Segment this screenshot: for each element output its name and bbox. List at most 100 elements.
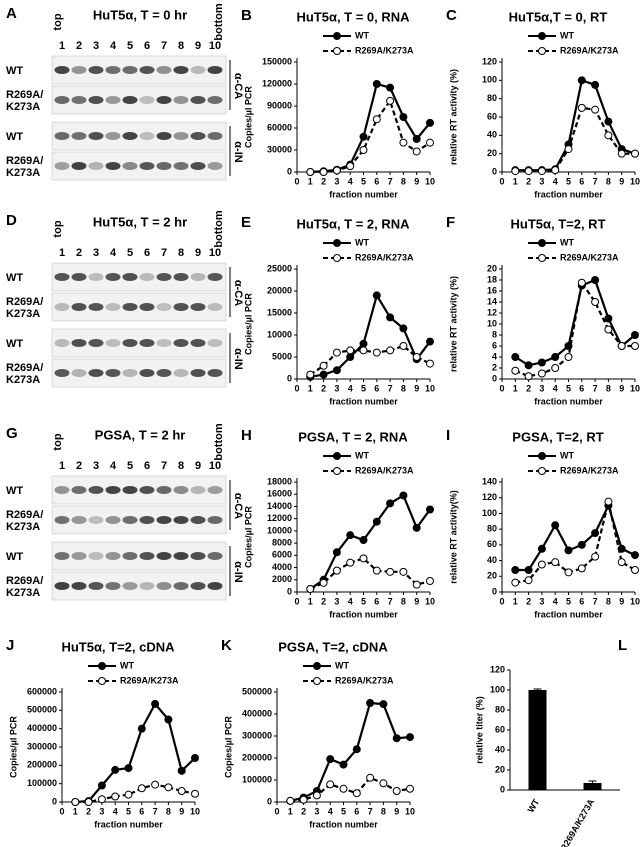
data-point bbox=[406, 733, 414, 742]
data-point bbox=[386, 346, 395, 355]
band bbox=[71, 486, 87, 494]
blot-title: HuT5α, T = 0 hr bbox=[93, 7, 187, 22]
x-tick-label: 3 bbox=[539, 596, 544, 606]
series-line bbox=[290, 701, 411, 802]
band bbox=[88, 552, 104, 560]
band bbox=[173, 273, 189, 281]
lane-number: 3 bbox=[93, 247, 99, 259]
data-point bbox=[286, 796, 295, 805]
chart-title: PGSA, T=2, RT bbox=[512, 429, 603, 444]
y-tick-label: 80 bbox=[495, 704, 505, 714]
panel-letter: F bbox=[446, 214, 455, 231]
band bbox=[156, 273, 172, 281]
data-point bbox=[372, 566, 381, 575]
band bbox=[156, 162, 172, 170]
band bbox=[207, 303, 223, 311]
data-point bbox=[111, 765, 120, 774]
data-point bbox=[426, 505, 434, 514]
legend-marker bbox=[538, 254, 546, 262]
band bbox=[207, 369, 223, 377]
data-point bbox=[617, 149, 626, 158]
band bbox=[122, 552, 138, 560]
data-point bbox=[372, 80, 381, 88]
x-tick-label: 0 bbox=[294, 383, 299, 393]
data-point bbox=[591, 552, 600, 561]
band bbox=[139, 132, 155, 140]
data-point bbox=[111, 792, 120, 801]
band bbox=[190, 162, 206, 170]
antibody-label: α-CA bbox=[232, 493, 244, 519]
band bbox=[105, 552, 121, 560]
row-label: R269A/ bbox=[6, 155, 43, 167]
data-point bbox=[346, 531, 355, 540]
data-point bbox=[511, 353, 520, 361]
band bbox=[156, 552, 172, 560]
data-point bbox=[631, 149, 639, 158]
band bbox=[207, 552, 223, 560]
y-tick-label: 4 bbox=[492, 351, 497, 361]
series-line bbox=[309, 344, 431, 376]
y-tick-label: 20 bbox=[495, 764, 505, 774]
band bbox=[105, 132, 121, 140]
data-point bbox=[406, 784, 414, 793]
data-point bbox=[631, 331, 639, 339]
data-point bbox=[299, 795, 308, 804]
x-tick-label: 5 bbox=[361, 383, 366, 393]
row-label: R269A/ bbox=[6, 575, 43, 587]
x-tick-label: 7 bbox=[388, 596, 393, 606]
band bbox=[54, 582, 70, 590]
data-point bbox=[97, 795, 106, 804]
data-point bbox=[386, 83, 395, 92]
band bbox=[54, 516, 70, 524]
band bbox=[54, 339, 70, 347]
data-point bbox=[399, 491, 408, 500]
y-tick-label: 120 bbox=[482, 56, 497, 66]
data-point bbox=[151, 780, 160, 789]
band bbox=[207, 162, 223, 170]
data-point bbox=[412, 147, 421, 156]
y-axis-label: relative RT activity (%) bbox=[448, 276, 458, 372]
y-tick-label: 12000 bbox=[267, 513, 292, 523]
data-point bbox=[537, 544, 546, 553]
data-point bbox=[312, 791, 321, 800]
band bbox=[173, 162, 189, 170]
data-point bbox=[346, 346, 355, 355]
x-tick-label: 1 bbox=[308, 176, 313, 186]
lane-number: 9 bbox=[195, 247, 201, 259]
y-tick-label: 500000 bbox=[242, 686, 272, 696]
data-point bbox=[511, 578, 520, 587]
y-tick-label: 90000 bbox=[267, 100, 292, 110]
data-point bbox=[631, 566, 639, 574]
y-tick-label: 0 bbox=[287, 586, 292, 596]
y-tick-label: 100 bbox=[482, 75, 497, 85]
band bbox=[173, 486, 189, 494]
x-tick-label: 10 bbox=[405, 806, 415, 816]
lane-number: 10 bbox=[209, 247, 221, 259]
band bbox=[139, 516, 155, 524]
data-point bbox=[386, 499, 395, 508]
data-point bbox=[372, 291, 381, 300]
top-label: top bbox=[52, 13, 64, 30]
x-tick-label: 1 bbox=[513, 596, 518, 606]
data-point bbox=[399, 113, 408, 121]
row-label: WT bbox=[6, 551, 23, 563]
x-tick-label: 0 bbox=[59, 806, 64, 816]
band bbox=[54, 162, 70, 170]
y-tick-label: 10000 bbox=[267, 525, 292, 535]
x-tick-label: 2 bbox=[526, 383, 531, 393]
band bbox=[156, 303, 172, 311]
y-tick-label: 20 bbox=[487, 148, 497, 158]
data-point bbox=[537, 560, 546, 569]
x-tick-label: 2 bbox=[526, 176, 531, 186]
band bbox=[122, 486, 138, 494]
x-tick-label: 6 bbox=[579, 596, 584, 606]
panel-letter: G bbox=[6, 425, 18, 442]
band bbox=[190, 96, 206, 104]
data-point bbox=[332, 548, 341, 557]
row-label: WT bbox=[6, 131, 23, 143]
band bbox=[88, 339, 104, 347]
x-tick-label: 0 bbox=[294, 596, 299, 606]
blot-title: PGSA, T = 2 hr bbox=[95, 427, 186, 442]
band bbox=[207, 273, 223, 281]
band bbox=[88, 303, 104, 311]
